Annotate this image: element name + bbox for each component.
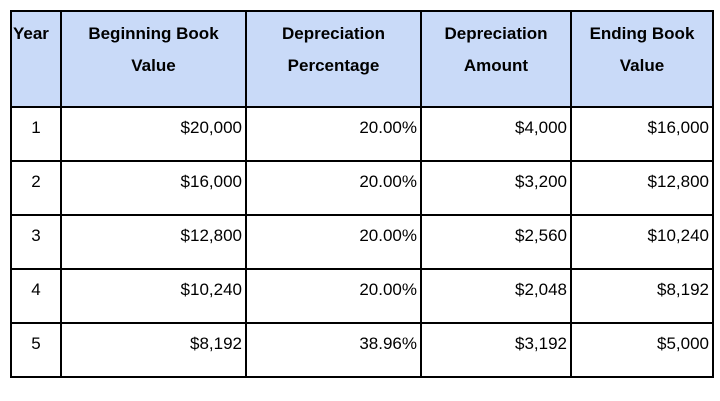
table-cell: $8,192 — [570, 268, 714, 324]
table-cell: $10,240 — [60, 268, 247, 324]
header-cell: Beginning Book Value — [60, 10, 247, 108]
table-cell: $2,560 — [420, 214, 572, 270]
table-cell: 5 — [10, 322, 62, 378]
table-row: 4 $10,240 20.00% $2,048 $8,192 — [10, 268, 714, 324]
table-cell: $3,192 — [420, 322, 572, 378]
table-row: 2 $16,000 20.00% $3,200 $12,800 — [10, 160, 714, 216]
table-cell: $2,048 — [420, 268, 572, 324]
table-cell: $16,000 — [60, 160, 247, 216]
table-cell: 20.00% — [245, 214, 422, 270]
table-cell: 4 — [10, 268, 62, 324]
table-row: 5 $8,192 38.96% $3,192 $5,000 — [10, 322, 714, 378]
table-cell: $12,800 — [60, 214, 247, 270]
table-cell: $3,200 — [420, 160, 572, 216]
table-cell: 20.00% — [245, 160, 422, 216]
header-cell: Depreciation Percentage — [245, 10, 422, 108]
table-row: 3 $12,800 20.00% $2,560 $10,240 — [10, 214, 714, 270]
table-cell: $12,800 — [570, 160, 714, 216]
table-cell: $4,000 — [420, 106, 572, 162]
table-cell: 20.00% — [245, 106, 422, 162]
header-row: Year Beginning Book Value Depreciation Per… — [10, 10, 714, 108]
table-cell: $16,000 — [570, 106, 714, 162]
table-cell: $8,192 — [60, 322, 247, 378]
header-cell: Depreciation Amount — [420, 10, 572, 108]
table-cell: 3 — [10, 214, 62, 270]
table-cell: 20.00% — [245, 268, 422, 324]
table-cell: $5,000 — [570, 322, 714, 378]
table-body: 1 $20,000 20.00% $4,000 $16,000 2 $16,000 20.00… — [10, 106, 714, 378]
table-cell: 1 — [10, 106, 62, 162]
table-cell: 2 — [10, 160, 62, 216]
table-cell: 38.96% — [245, 322, 422, 378]
depreciation-table: Year Beginning Book Value Depreciation Per… — [10, 10, 714, 378]
header-cell: Ending Book Value — [570, 10, 714, 108]
table-cell: $10,240 — [570, 214, 714, 270]
table-cell: $20,000 — [60, 106, 247, 162]
header-cell: Year — [10, 10, 62, 108]
table-row: 1 $20,000 20.00% $4,000 $16,000 — [10, 106, 714, 162]
